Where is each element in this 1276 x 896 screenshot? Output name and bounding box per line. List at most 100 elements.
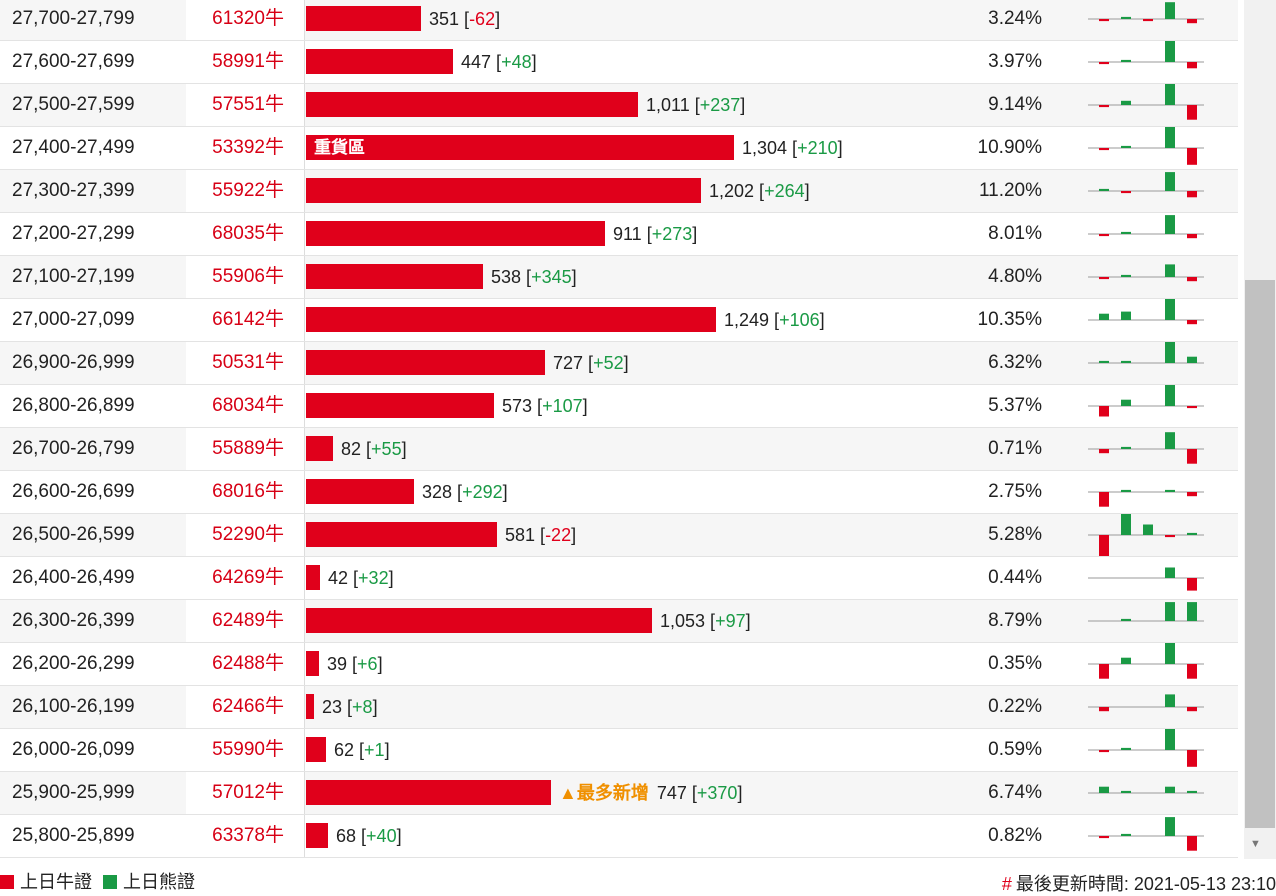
- sparkline-bar: [1121, 59, 1131, 62]
- table-row: 26,900-26,999 50531牛 727 [+52] 6.32%: [0, 342, 1238, 385]
- sparkline-bar: [1121, 274, 1131, 277]
- sparkline-bar: [1165, 694, 1175, 707]
- amount-label: 573 [+107]: [502, 396, 588, 416]
- bar-cell: 82 [+55]: [304, 428, 985, 470]
- cbbc-code[interactable]: 57012牛: [186, 772, 304, 814]
- most-added-label: ▲最多新增: [559, 783, 649, 803]
- amount-label: 328 [+292]: [422, 482, 508, 502]
- cbbc-code[interactable]: 64269牛: [186, 557, 304, 599]
- amount-change: -62: [469, 9, 496, 29]
- cbbc-code[interactable]: 62466牛: [186, 686, 304, 728]
- cbbc-distribution-table: 27,700-27,799 61320牛 351 [-62] 3.24% 27,600-…: [0, 0, 1238, 858]
- cbbc-code[interactable]: 62488牛: [186, 643, 304, 685]
- trend-sparkline: [1088, 817, 1204, 851]
- cbbc-code[interactable]: 63378牛: [186, 815, 304, 857]
- sparkline-bar: [1099, 750, 1109, 753]
- amount-label: 23 [+8]: [322, 697, 378, 717]
- cbbc-code[interactable]: 52290牛: [186, 514, 304, 556]
- amount-change: +107: [542, 396, 583, 416]
- amount-change: +40: [366, 826, 397, 846]
- sparkline-bar: [1121, 747, 1131, 750]
- table-row: 26,200-26,299 62488牛 39 [+6] 0.35%: [0, 643, 1238, 686]
- amount-count: 1,249: [724, 310, 770, 330]
- sparkline-bar: [1187, 320, 1197, 325]
- cbbc-code[interactable]: 50531牛: [186, 342, 304, 384]
- cbbc-code[interactable]: 57551牛: [186, 84, 304, 126]
- volume-bar: [306, 737, 326, 762]
- percentage: 4.80%: [988, 266, 1042, 287]
- trend-sparkline: [1088, 694, 1204, 712]
- cbbc-code[interactable]: 53392牛: [186, 127, 304, 169]
- bar-cell: 68 [+40]: [304, 815, 985, 857]
- cbbc-code[interactable]: 68034牛: [186, 385, 304, 427]
- sparkline-bar: [1187, 602, 1197, 621]
- cbbc-code[interactable]: 68016牛: [186, 471, 304, 513]
- cbbc-code[interactable]: 55906牛: [186, 256, 304, 298]
- bar-cell: 573 [+107]: [304, 385, 985, 427]
- sparkline-bar: [1099, 535, 1109, 556]
- amount-count: 68: [336, 826, 357, 846]
- cbbc-code[interactable]: 68035牛: [186, 213, 304, 255]
- percentage: 5.28%: [988, 524, 1042, 545]
- sparkline-bar: [1099, 492, 1109, 507]
- scroll-down-arrow-icon[interactable]: ▼: [1250, 838, 1261, 850]
- sparkline-bar: [1165, 432, 1175, 449]
- amount-change: +264: [764, 181, 805, 201]
- cbbc-code[interactable]: 66142牛: [186, 299, 304, 341]
- strike-range: 26,800-26,899: [12, 395, 135, 416]
- bar-cell: ▲最多新增 747 [+370]: [304, 772, 985, 814]
- volume-bar: [306, 479, 414, 504]
- volume-bar: [306, 522, 497, 547]
- sparkline-bar: [1099, 313, 1109, 320]
- scrollbar-thumb[interactable]: [1245, 280, 1275, 828]
- volume-bar: [306, 651, 319, 676]
- bar-cell: 538 [+345]: [304, 256, 985, 298]
- cbbc-code[interactable]: 61320牛: [186, 0, 304, 40]
- percentage: 6.32%: [988, 352, 1042, 373]
- amount-change: +345: [531, 267, 572, 287]
- sparkline-bar: [1099, 664, 1109, 679]
- trend-sparkline: [1088, 385, 1204, 417]
- strike-range: 27,100-27,199: [12, 266, 135, 287]
- table-row: 27,700-27,799 61320牛 351 [-62] 3.24%: [0, 0, 1238, 41]
- table-row: 25,900-25,999 57012牛 ▲最多新增 747 [+370] 6.74%: [0, 772, 1238, 815]
- amount-count: 573: [502, 396, 533, 416]
- amount-label: 82 [+55]: [341, 439, 407, 459]
- cbbc-code[interactable]: 58991牛: [186, 41, 304, 83]
- sparkline-bar: [1187, 492, 1197, 497]
- trend-sparkline: [1088, 41, 1204, 69]
- amount-count: 1,011: [646, 95, 690, 115]
- sparkline-bar: [1121, 191, 1131, 194]
- sparkline-bar: [1099, 836, 1109, 839]
- volume-bar: [306, 178, 701, 203]
- amount-change: +8: [352, 697, 373, 717]
- sparkline-bar: [1121, 311, 1131, 320]
- cbbc-code[interactable]: 55889牛: [186, 428, 304, 470]
- strike-range: 27,300-27,399: [12, 180, 135, 201]
- bar-cell: 42 [+32]: [304, 557, 985, 599]
- amount-label: 351 [-62]: [429, 9, 501, 29]
- cbbc-code[interactable]: 55990牛: [186, 729, 304, 771]
- volume-bar: [306, 393, 494, 418]
- percentage: 10.90%: [977, 137, 1042, 158]
- trend-sparkline: [1088, 127, 1204, 165]
- sparkline-bar: [1121, 399, 1131, 406]
- cbbc-code[interactable]: 62489牛: [186, 600, 304, 642]
- volume-bar: [306, 608, 652, 633]
- vertical-scrollbar[interactable]: [1244, 0, 1276, 859]
- trend-sparkline: [1088, 567, 1204, 591]
- cbbc-code[interactable]: 55922牛: [186, 170, 304, 212]
- sparkline-bar: [1099, 148, 1109, 151]
- amount-count: 538: [491, 267, 522, 287]
- trend-sparkline: [1088, 215, 1204, 239]
- amount-change: +32: [358, 568, 389, 588]
- strike-range: 26,300-26,399: [12, 610, 135, 631]
- trend-sparkline: [1088, 602, 1204, 622]
- sparkline-bar: [1187, 707, 1197, 712]
- strike-range: 27,500-27,599: [12, 94, 135, 115]
- sparkline-bar: [1143, 19, 1153, 22]
- sparkline-bar: [1187, 532, 1197, 535]
- table-row: 26,100-26,199 62466牛 23 [+8] 0.22%: [0, 686, 1238, 729]
- trend-sparkline: [1088, 489, 1204, 507]
- sparkline-bar: [1121, 657, 1131, 664]
